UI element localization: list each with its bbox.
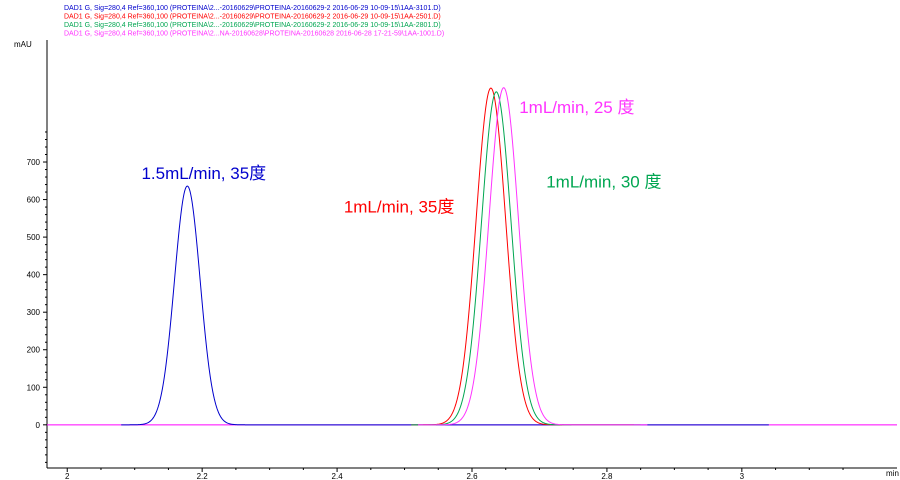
legend-entry: DAD1 G, Sig=280,4 Ref=360,100 (PROTEINA\… <box>64 31 444 38</box>
peak-annotation: 1.5mL/min, 35度 <box>141 164 266 183</box>
x-tick-label: 2.6 <box>466 472 478 480</box>
annotations: 1.5mL/min, 35度 1mL/min, 35度 1mL/min, 25 度 1… <box>141 98 661 216</box>
x-tick-label: 2.8 <box>601 472 613 480</box>
y-axis-unit: mAU <box>14 40 32 49</box>
peak-annotation: 1mL/min, 35度 <box>344 198 455 217</box>
y-tick-label: 500 <box>27 233 41 242</box>
ticks: 0 100 200 300 400 500 600 700 2 2.2 2.4 2.6 2.8 3 <box>27 131 844 480</box>
legend-entry: DAD1 G, Sig=280,4 Ref=360,100 (PROTEINA\… <box>64 14 441 21</box>
x-tick-label: 2.4 <box>332 472 344 480</box>
series-group <box>121 87 769 426</box>
series-line <box>418 87 648 426</box>
y-tick-label: 700 <box>27 158 41 167</box>
x-tick-label: 3 <box>740 472 745 480</box>
legend-entry: DAD1 G, Sig=280,4 Ref=360,100 (PROTEINA\… <box>64 5 441 12</box>
legend-entry: DAD1 G, Sig=280,4 Ref=360,100 (PROTEINA\… <box>64 22 441 29</box>
y-tick-label: 0 <box>36 421 41 430</box>
y-tick-label: 400 <box>27 271 41 280</box>
y-tick-label: 600 <box>27 196 41 205</box>
peak-annotation: 1mL/min, 30 度 <box>546 173 661 192</box>
peak-annotation: 1mL/min, 25 度 <box>519 98 634 117</box>
y-tick-label: 200 <box>27 346 41 355</box>
y-tick-label: 100 <box>27 383 41 392</box>
legend: DAD1 G, Sig=280,4 Ref=360,100 (PROTEINA\… <box>64 5 444 38</box>
x-axis-unit: min <box>886 469 899 478</box>
y-tick-label: 300 <box>27 308 41 317</box>
x-tick-label: 2.2 <box>197 472 209 480</box>
x-tick-label: 2 <box>65 472 70 480</box>
